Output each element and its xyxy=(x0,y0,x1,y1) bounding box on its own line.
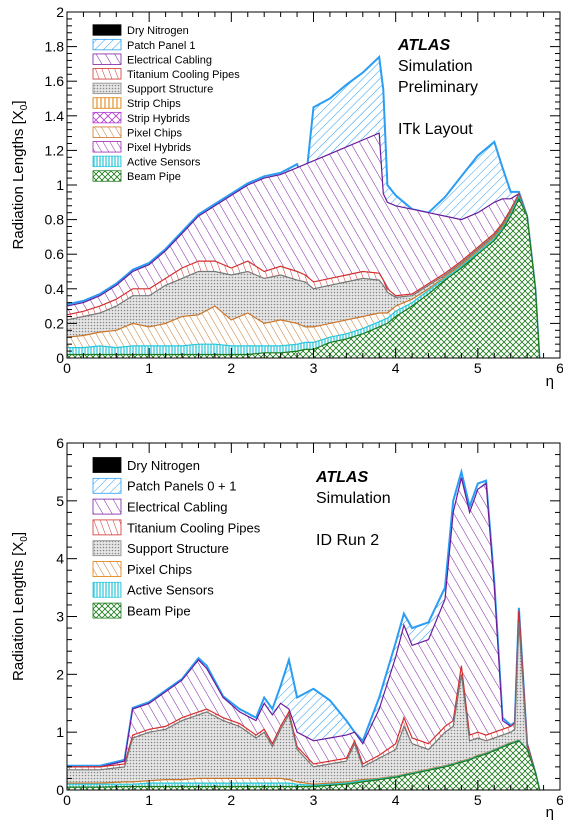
annotation-line: ID Run 2 xyxy=(316,532,379,549)
atlas-brand: ATLAS xyxy=(397,37,450,54)
y-tick-label: 1.4 xyxy=(45,108,65,124)
legend-swatch xyxy=(93,127,121,138)
legend-swatch xyxy=(93,54,121,65)
x-tick-label: 0 xyxy=(63,792,71,808)
legend-swatch xyxy=(93,142,121,153)
y-axis-label: Radiation Lengths [X0] xyxy=(10,532,30,681)
atlas-brand: ATLAS xyxy=(315,469,368,486)
y-tick-label: 1.2 xyxy=(45,142,65,158)
legend: Dry Nitrogen Patch Panels 0 + 1 Electrical… xyxy=(93,458,261,619)
legend-swatch xyxy=(93,83,121,94)
annotation-line: Simulation xyxy=(398,58,473,75)
legend-swatch xyxy=(93,156,121,167)
y-tick-label: 0.6 xyxy=(45,246,65,262)
x-axis-label: η xyxy=(546,804,554,821)
legend-swatch xyxy=(93,458,121,473)
annotation: ATLAS Simulation Preliminary ITk Layout xyxy=(397,37,478,138)
x-tick-label: 6 xyxy=(556,360,563,376)
legend-label: Patch Panels 0 + 1 xyxy=(127,479,237,494)
y-tick-label: 1 xyxy=(56,724,64,740)
annotation: ATLAS Simulation ID Run 2 xyxy=(315,469,391,549)
legend-swatch xyxy=(93,69,121,80)
legend-swatch xyxy=(93,39,121,50)
x-tick-label: 5 xyxy=(474,360,482,376)
x-tick-label: 2 xyxy=(227,360,235,376)
legend-swatch xyxy=(93,112,121,123)
legend-label: Pixel Chips xyxy=(127,562,193,577)
x-tick-label: 2 xyxy=(227,792,235,808)
legend-swatch xyxy=(93,25,121,36)
y-tick-label: 1.8 xyxy=(45,39,65,55)
legend-swatch xyxy=(93,171,121,182)
legend-label: Pixel Hybrids xyxy=(127,142,192,154)
y-tick-label: 3 xyxy=(56,609,64,625)
x-tick-label: 1 xyxy=(145,360,153,376)
legend-label: Dry Nitrogen xyxy=(127,458,200,473)
legend-label: Electrical Cabling xyxy=(127,54,212,66)
x-tick-label: 5 xyxy=(474,792,482,808)
y-tick-label: 6 xyxy=(56,435,64,451)
chart-panel-1: 0 0.2 0.4 0.6 0.8 1 1.2 1.4 1.6 1.8 2 0 1 2 3 4 5 6η Radia… xyxy=(10,4,563,390)
y-tick-label: 1.6 xyxy=(45,73,65,89)
legend-swatch xyxy=(93,520,121,535)
annotation-line: Simulation xyxy=(316,490,391,507)
x-tick-label: 0 xyxy=(63,360,71,376)
y-tick-label: 4 xyxy=(56,551,64,567)
annotation-line: ITk Layout xyxy=(398,121,473,138)
legend-label: Active Sensors xyxy=(127,157,201,169)
y-tick-label: 0.8 xyxy=(45,212,65,228)
y-tick-label: 2 xyxy=(56,666,64,682)
legend-swatch xyxy=(93,541,121,556)
y-tick-label: 0.2 xyxy=(45,315,65,331)
x-tick-label: 3 xyxy=(310,792,318,808)
legend-swatch xyxy=(93,603,121,618)
legend-label: Beam Pipe xyxy=(127,604,191,619)
legend-label: Titanium Cooling Pipes xyxy=(127,69,240,81)
legend-swatch xyxy=(93,582,121,597)
x-tick-label: 4 xyxy=(392,360,400,376)
x-tick-label: 1 xyxy=(145,792,153,808)
legend-label: Beam Pipe xyxy=(127,171,181,183)
legend-label: Support Structure xyxy=(127,541,229,556)
legend-label: Active Sensors xyxy=(127,583,214,598)
y-tick-label: 5 xyxy=(56,493,64,509)
legend-label: Electrical Cabling xyxy=(127,500,227,515)
x-tick-label: 4 xyxy=(392,792,400,808)
y-tick-label: 2 xyxy=(56,4,64,20)
legend-label: Dry Nitrogen xyxy=(127,25,189,37)
y-tick-label: 1 xyxy=(56,177,64,193)
x-axis-label: η xyxy=(546,373,554,390)
legend: Dry Nitrogen Patch Panel 1 Electrical Cabl… xyxy=(93,25,240,183)
legend-label: Pixel Chips xyxy=(127,127,183,139)
legend-swatch xyxy=(93,98,121,109)
y-axis-label: Radiation Lengths [X0] xyxy=(10,101,30,250)
x-tick-label: 6 xyxy=(556,792,563,808)
y-tick-label: 0.4 xyxy=(45,281,65,297)
legend-label: Titanium Cooling Pipes xyxy=(127,520,261,535)
legend-label: Patch Panel 1 xyxy=(127,40,196,52)
legend-swatch xyxy=(93,562,121,577)
legend-label: Strip Chips xyxy=(127,98,181,110)
legend-label: Strip Hybrids xyxy=(127,113,190,125)
legend-label: Support Structure xyxy=(127,84,213,96)
legend-swatch xyxy=(93,499,121,514)
legend-swatch xyxy=(93,478,121,493)
x-tick-label: 3 xyxy=(310,360,318,376)
annotation-line: Preliminary xyxy=(398,79,478,96)
